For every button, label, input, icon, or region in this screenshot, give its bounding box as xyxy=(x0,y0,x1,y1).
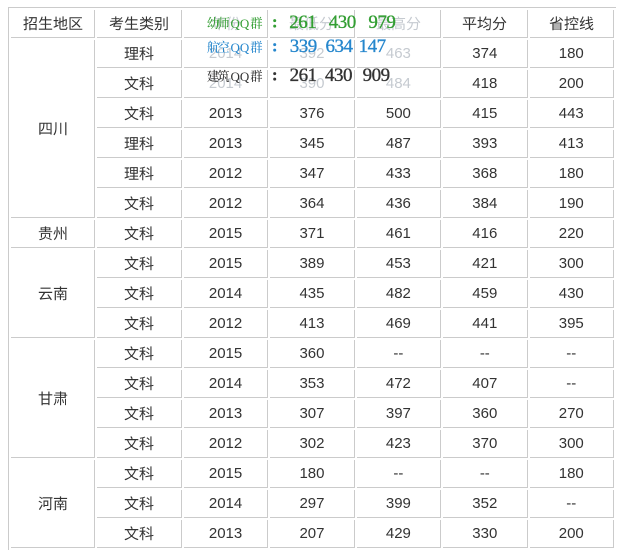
svg-text:634: 634 xyxy=(326,36,354,57)
svg-text:430: 430 xyxy=(329,12,356,33)
svg-text:339: 339 xyxy=(290,36,317,57)
svg-text:QQ: QQ xyxy=(231,16,250,31)
svg-text:QQ: QQ xyxy=(231,69,250,84)
svg-text:QQ: QQ xyxy=(231,40,250,55)
svg-text:909: 909 xyxy=(363,65,390,86)
svg-text:430: 430 xyxy=(325,65,352,86)
svg-text:261: 261 xyxy=(289,12,316,33)
svg-text:147: 147 xyxy=(359,36,386,57)
svg-text:979: 979 xyxy=(368,12,395,33)
svg-text:261: 261 xyxy=(290,65,317,86)
